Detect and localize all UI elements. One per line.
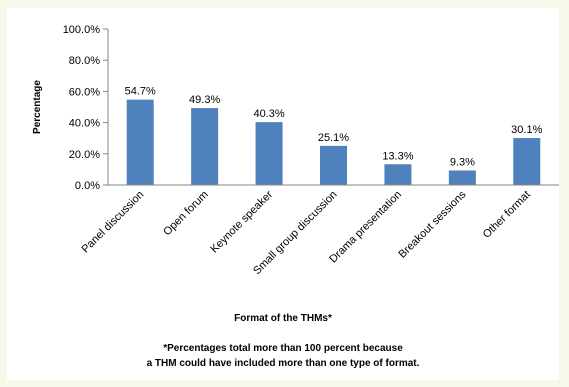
bar-chart: 0.0% 20.0% 40.0% 60.0% 80.0% 100.0% 54.7% 49.3… <box>32 24 559 277</box>
data-label: 9.3% <box>450 156 475 168</box>
y-tick-label: 40.0% <box>69 118 100 130</box>
data-label: 13.3% <box>382 150 413 162</box>
footnote-line-2: a THM could have included more than one … <box>146 358 420 369</box>
bar <box>513 138 541 185</box>
x-category-label: Other format <box>481 189 533 241</box>
data-label: 49.3% <box>189 94 220 106</box>
bar <box>448 170 476 185</box>
bars <box>126 99 541 185</box>
bar <box>126 99 154 185</box>
bar <box>191 108 219 185</box>
data-label: 25.1% <box>318 132 349 144</box>
chart-panel: 0.0% 20.0% 40.0% 60.0% 80.0% 100.0% 54.7% 49.3… <box>7 8 559 380</box>
x-category-label: Panel discussion <box>79 189 146 256</box>
bar <box>255 122 283 185</box>
data-label: 30.1% <box>511 124 542 136</box>
y-tick-label: 0.0% <box>75 180 100 192</box>
data-label: 54.7% <box>125 86 156 98</box>
data-label: 40.3% <box>253 108 284 120</box>
y-tick-label: 100.0% <box>63 24 101 36</box>
y-tick-label: 80.0% <box>69 55 100 67</box>
x-category-label: Open forum <box>161 189 211 239</box>
y-tick-label: 20.0% <box>69 149 100 161</box>
footnote-line-1: *Percentages total more than 100 percent… <box>163 343 403 354</box>
data-labels: 54.7% 49.3% 40.3% 25.1% 13.3% 9.3% 30.1% <box>125 86 543 169</box>
y-axis-ticks: 0.0% 20.0% 40.0% 60.0% 80.0% 100.0% <box>63 24 108 192</box>
x-category-label: Drama presentation <box>327 189 404 266</box>
bar <box>384 164 412 185</box>
y-tick-label: 60.0% <box>69 86 100 98</box>
x-category-label: Breakout sessions <box>396 188 468 260</box>
bar <box>320 145 347 185</box>
x-axis-title: Format of the THMs* <box>234 313 332 324</box>
y-axis-title: Percentage <box>32 80 43 134</box>
x-category-label: Keynote speaker <box>208 188 275 255</box>
